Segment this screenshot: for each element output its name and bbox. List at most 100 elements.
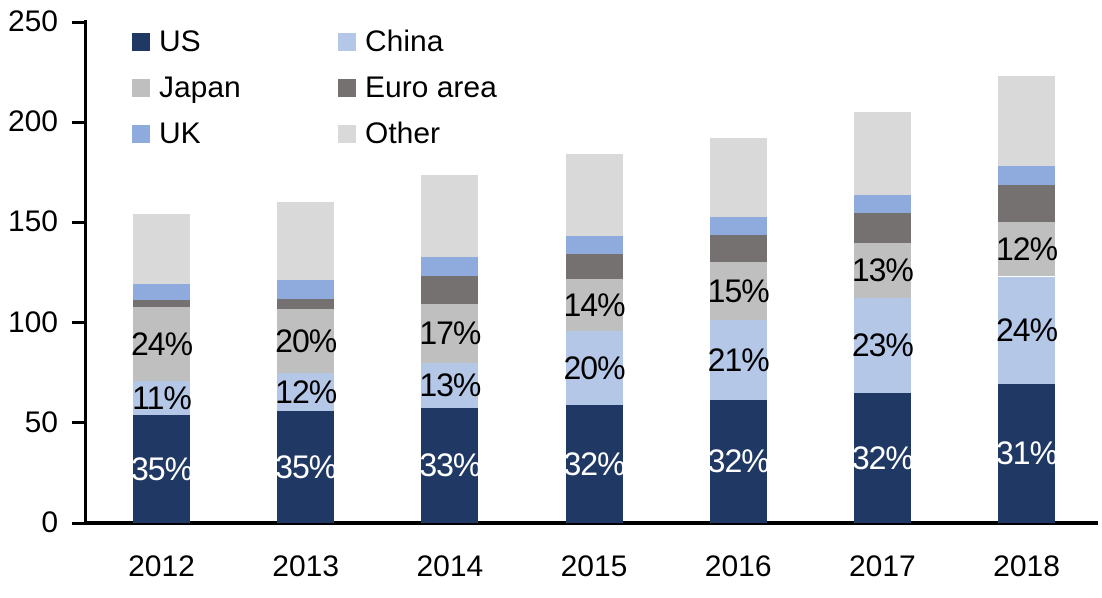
bar-segment-label: 32% [563,445,625,482]
bar-segment-label: 32% [707,443,770,480]
bar-segment-euro-area [565,254,623,279]
bar-segment-euro-area [998,185,1056,223]
legend-swatch-icon [132,125,150,143]
bar-segment-other [709,138,767,218]
bar-segment-other [565,154,623,237]
x-axis-label: 2018 [993,550,1060,583]
x-axis-label: 2017 [848,550,916,583]
bar-segment-label: 35% [275,448,337,485]
legend-label: UK [159,117,201,150]
legend-swatch-icon [132,79,150,97]
y-tick [72,120,85,124]
legend-swatch-icon [338,125,356,143]
bar-segment-euro-area [853,213,911,244]
bar-segment-label: 24% [130,325,193,362]
bar-segment-euro-area [421,275,479,304]
bar-segment-china: 21% [707,319,770,400]
bar-segment-label: 12% [996,231,1058,268]
bar-segment-uk [853,195,911,214]
bar-segment-us: 32% [851,392,914,523]
legend-item-japan: Japan [132,71,241,104]
y-tick-label: 150 [7,205,58,239]
bar-segment-euro-area [133,299,190,307]
bar-segment-china: 24% [996,276,1058,384]
bar-segment-us: 35% [275,410,337,523]
bar-segment-china: 13% [419,362,481,408]
legend-label: China [365,25,444,58]
bar-segment-label: 20% [563,349,625,386]
legend-label: US [159,25,201,58]
bar-segment-uk [998,166,1056,186]
bar-segment-label: 31% [996,435,1058,472]
x-axis-label: 2016 [704,550,772,583]
bar-segment-japan: 12% [996,222,1058,277]
legend-label: Other [365,117,441,150]
bar-segment-uk [709,217,767,236]
bar-segment-label: 11% [132,379,192,416]
bar-segment-label: 21% [707,341,770,378]
bar-segment-label: 32% [851,439,914,476]
bar-segment-other [277,202,335,280]
bar-segment-japan: 14% [563,278,626,331]
bar-segment-japan: 15% [707,262,770,320]
bar-segment-china: 12% [275,372,337,411]
bar-segment-other [998,76,1056,167]
y-tick-label: 100 [7,305,58,339]
bar-segment-china: 20% [563,330,626,405]
bar-segment-us: 32% [563,404,626,523]
bar-segment-label: 14% [563,286,625,323]
bar-segment-japan: 24% [130,306,193,381]
y-tick [72,321,85,325]
bar-segment-euro-area [709,235,767,263]
bar-segment-label: 23% [851,327,914,364]
bar-segment-label: 15% [707,273,770,310]
bar-segment-label: 17% [419,315,481,352]
bar-segment-uk [421,257,479,276]
x-axis-label: 2014 [416,550,484,583]
bar-segment-label: 13% [851,252,914,289]
bar-segment-us: 33% [419,407,481,523]
x-axis-line [84,521,1098,525]
bar-segment-us: 32% [707,399,770,523]
bar-segment-other [853,112,911,196]
legend-swatch-icon [338,79,356,97]
bar-segment-label: 35% [130,450,193,487]
x-axis-label: 2013 [272,550,340,583]
bar-segment-uk [133,283,190,300]
y-axis-line [84,20,87,525]
y-tick [72,421,85,425]
bar-segment-china: 23% [851,297,914,393]
legend-item-uk: UK [132,117,201,150]
legend-item-other: Other [338,117,441,150]
legend-item-euro-area: Euro area [338,71,497,104]
bar-segment-us: 31% [996,383,1058,523]
y-tick-label: 0 [41,506,58,539]
y-tick [72,20,85,24]
y-tick-label: 50 [24,405,58,439]
legend-item-us: US [132,25,201,58]
legend-swatch-icon [132,33,150,51]
legend-label: Euro area [365,71,497,104]
bar-segment-uk [565,236,623,255]
y-tick-label: 200 [7,105,58,139]
x-axis-label: 2012 [128,550,195,583]
y-tick [72,220,85,224]
bar-segment-japan: 13% [851,243,914,298]
bar-segment-euro-area [277,298,335,309]
bar-segment-other [133,214,190,284]
bar-segment-china: 11% [132,379,192,416]
y-tick-label: 250 [7,5,58,38]
bar-segment-japan: 20% [275,308,337,373]
bar-segment-label: 12% [275,373,337,410]
bar-segment-label: 20% [275,322,337,359]
bar-segment-label: 33% [419,447,481,484]
bar-segment-other [421,175,479,258]
legend-label: Japan [159,71,241,104]
bar-segment-japan: 17% [419,303,481,363]
y-tick [72,521,85,525]
legend-swatch-icon [338,33,356,51]
bar-segment-label: 13% [419,367,481,404]
legend-item-china: China [338,25,444,58]
bar-segment-us: 35% [130,414,193,523]
